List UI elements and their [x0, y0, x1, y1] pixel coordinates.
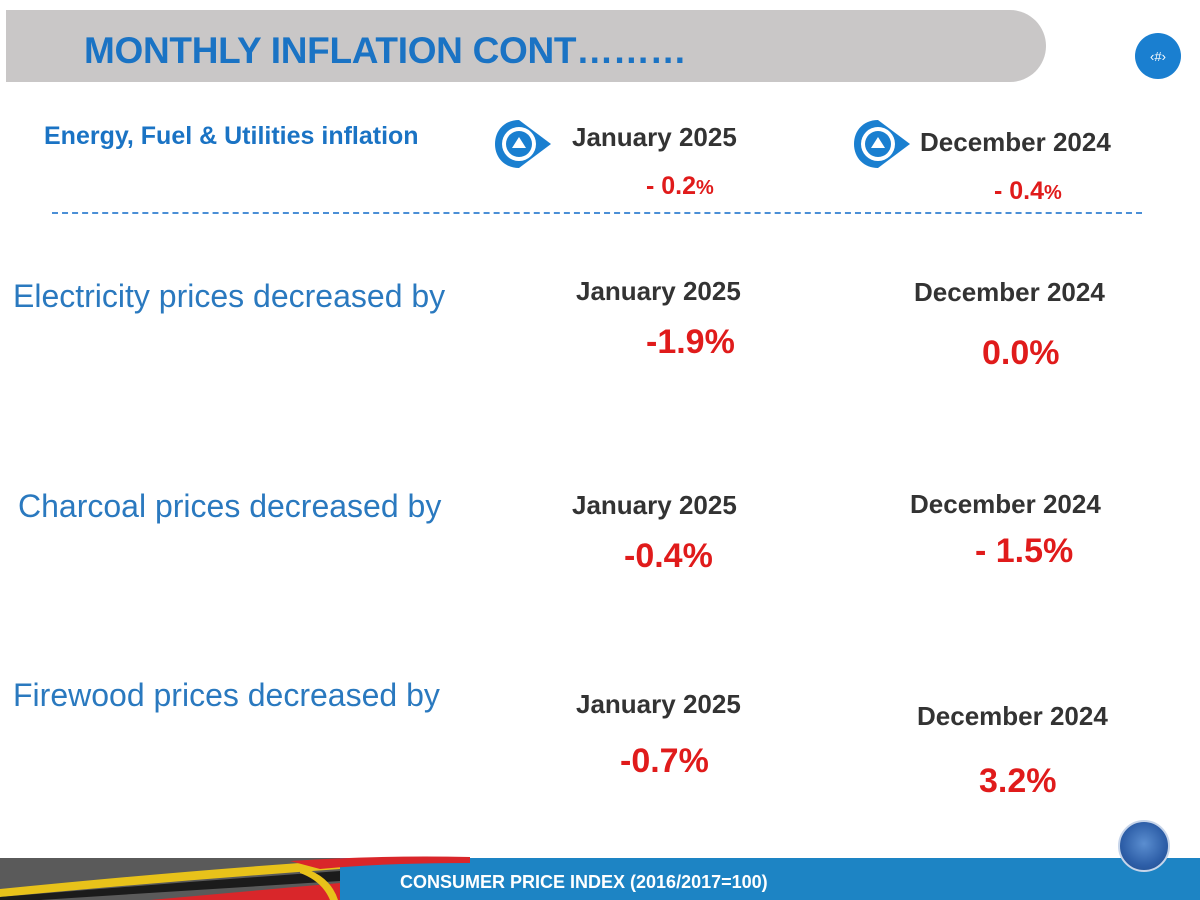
- electricity-jan-header: January 2025: [576, 276, 741, 306]
- electricity-dec-header: December 2024: [914, 277, 1105, 307]
- energy-jan-value: - 0.2%: [646, 172, 714, 200]
- firewood-dec-value: 3.2%: [979, 762, 1057, 800]
- energy-dec-value: - 0.4%: [994, 177, 1062, 205]
- charcoal-dec-header: December 2024: [910, 489, 1101, 519]
- charcoal-label: Charcoal prices decreased by: [18, 488, 442, 524]
- firewood-jan-header: January 2025: [576, 689, 741, 719]
- firewood-dec-header: December 2024: [917, 701, 1108, 731]
- energy-dec-header: December 2024: [920, 127, 1111, 157]
- up-arrow-marker-icon: [854, 120, 910, 168]
- electricity-label: Electricity prices decreased by: [13, 278, 446, 314]
- charcoal-dec-value: - 1.5%: [975, 532, 1074, 570]
- firewood-jan-value: -0.7%: [620, 742, 709, 780]
- energy-jan-header: January 2025: [572, 122, 737, 152]
- seal-icon: [1118, 820, 1170, 872]
- section-divider: [52, 212, 1142, 214]
- electricity-dec-value: 0.0%: [982, 334, 1060, 372]
- electricity-jan-value: -1.9%: [646, 323, 735, 361]
- page-number-badge: ‹#›: [1135, 33, 1181, 79]
- flag-ribbon-icon: [0, 856, 470, 900]
- page-title: MONTHLY INFLATION CONT………: [84, 30, 687, 71]
- firewood-label: Firewood prices decreased by: [13, 677, 440, 713]
- up-arrow-marker-icon: [495, 120, 551, 168]
- charcoal-jan-value: -0.4%: [624, 537, 713, 575]
- footer-text: CONSUMER PRICE INDEX (2016/2017=100): [400, 872, 768, 892]
- energy-label: Energy, Fuel & Utilities inflation: [44, 122, 419, 150]
- title-bar: [6, 10, 1046, 82]
- charcoal-jan-header: January 2025: [572, 490, 737, 520]
